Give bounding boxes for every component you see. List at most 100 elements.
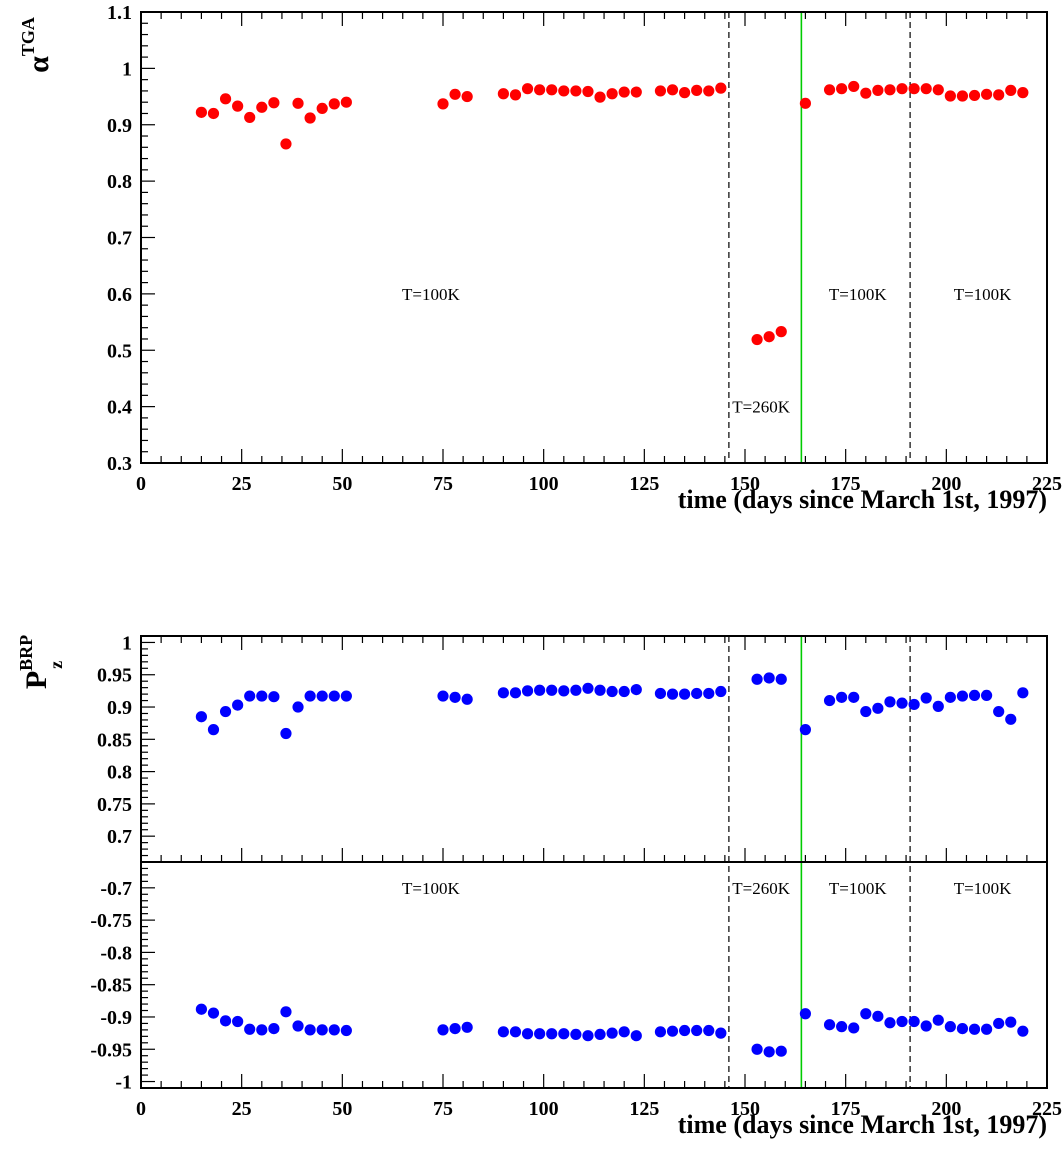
data-point bbox=[232, 699, 244, 711]
data-point bbox=[606, 1027, 618, 1039]
y-tick-label: 0.6 bbox=[107, 284, 132, 306]
data-point bbox=[872, 1010, 884, 1022]
region-label: T=100K bbox=[954, 285, 1012, 304]
bottom-y-axis-main: P bbox=[20, 671, 53, 689]
data-point bbox=[703, 687, 715, 700]
data-point bbox=[304, 112, 316, 124]
data-point bbox=[836, 691, 848, 703]
data-point bbox=[993, 89, 1005, 101]
alpha-tga-panel: T=100K T=260K T=100K T=100K 0.3 0.4 0.5 0.6 0.7… bbox=[18, 2, 1062, 514]
x-tick-label: 75 bbox=[433, 473, 453, 495]
data-point bbox=[799, 724, 812, 736]
bottom-y-tick-labels: 0.7 0.75 0.8 0.85 0.9 0.95 1 -0.7 -0.75 -0.8 -0.85… bbox=[90, 632, 132, 1093]
data-point bbox=[207, 107, 220, 120]
y-tick-label: -0.8 bbox=[100, 942, 132, 964]
x-tick-label: 175 bbox=[831, 1098, 861, 1120]
data-point bbox=[932, 1014, 944, 1026]
top-axis-ticks bbox=[140, 11, 1048, 464]
data-point bbox=[956, 690, 969, 702]
bottom-x-axis-title: time (days since March 1st, 1997) bbox=[678, 1110, 1047, 1139]
top-region-lines bbox=[728, 12, 911, 463]
data-point bbox=[666, 1025, 679, 1037]
y-tick-label: -0.85 bbox=[90, 975, 132, 997]
data-point bbox=[582, 682, 594, 694]
data-point bbox=[981, 689, 993, 702]
y-tick-label: 0.3 bbox=[107, 453, 132, 475]
x-tick-label: 100 bbox=[529, 1098, 559, 1120]
data-point bbox=[860, 87, 872, 99]
data-point bbox=[823, 84, 836, 96]
data-point bbox=[1017, 687, 1029, 699]
data-point bbox=[195, 1003, 207, 1015]
data-point bbox=[449, 1022, 461, 1035]
data-point bbox=[292, 97, 304, 109]
data-point bbox=[775, 673, 787, 685]
y-tick-label: -0.95 bbox=[90, 1039, 132, 1061]
data-point bbox=[497, 687, 509, 699]
data-point bbox=[594, 684, 606, 696]
top-x-axis-title: time (days since March 1st, 1997) bbox=[678, 485, 1047, 514]
y-tick-label: 0.85 bbox=[97, 729, 132, 751]
y-tick-label: 0.4 bbox=[107, 397, 132, 419]
data-point bbox=[1005, 84, 1017, 96]
data-point bbox=[461, 1021, 473, 1033]
data-point bbox=[691, 1024, 703, 1037]
data-point bbox=[679, 87, 691, 99]
data-point bbox=[207, 1007, 220, 1019]
region-label: T=260K bbox=[732, 398, 790, 417]
data-point bbox=[437, 690, 449, 702]
x-tick-label: 50 bbox=[332, 1098, 352, 1120]
data-point bbox=[546, 684, 558, 696]
data-point bbox=[630, 86, 642, 98]
x-tick-label: 150 bbox=[730, 1098, 760, 1120]
data-point bbox=[763, 1046, 775, 1058]
data-point bbox=[896, 1015, 908, 1028]
x-tick-label: 200 bbox=[931, 473, 961, 495]
data-point bbox=[618, 86, 630, 98]
data-point bbox=[654, 85, 667, 97]
x-tick-label: 200 bbox=[931, 1098, 961, 1120]
data-point bbox=[775, 1045, 787, 1057]
data-point bbox=[534, 684, 546, 696]
data-point bbox=[654, 1026, 667, 1038]
y-tick-label: 0.5 bbox=[107, 340, 132, 362]
data-point bbox=[256, 690, 268, 702]
data-point bbox=[606, 685, 618, 698]
y-tick-label: 0.95 bbox=[97, 665, 132, 687]
y-tick-label: -0.7 bbox=[100, 878, 132, 900]
pz-brp-panel: T=100K T=260K T=100K T=100K 0.70.750.80.850… bbox=[16, 632, 1062, 1139]
bottom-x-tick-labels: 0 25 50 75 100 125 150 175 200 225 bbox=[136, 1098, 1062, 1120]
data-point bbox=[207, 724, 220, 736]
y-tick-label: 1 bbox=[122, 632, 132, 654]
data-point bbox=[703, 85, 715, 97]
data-point bbox=[558, 85, 570, 97]
x-tick-label: 0 bbox=[136, 1098, 146, 1120]
data-point bbox=[763, 331, 775, 343]
x-tick-label: 175 bbox=[831, 473, 861, 495]
data-point bbox=[751, 673, 763, 685]
data-point bbox=[521, 685, 534, 697]
data-point bbox=[968, 689, 981, 702]
data-point bbox=[509, 89, 522, 101]
alpha-tga-points bbox=[195, 80, 1029, 346]
x-tick-label: 50 bbox=[332, 473, 352, 495]
data-point bbox=[618, 685, 630, 698]
data-point bbox=[968, 89, 981, 102]
top-plot-frame bbox=[140, 11, 1048, 464]
data-point bbox=[1017, 87, 1029, 99]
data-point bbox=[219, 1015, 232, 1027]
data-point bbox=[679, 1024, 691, 1037]
region-label: T=260K bbox=[732, 879, 790, 898]
data-point bbox=[546, 84, 558, 96]
data-point bbox=[944, 1021, 956, 1033]
region-label: T=100K bbox=[829, 879, 887, 898]
data-point bbox=[1005, 1016, 1017, 1028]
y-tick-label: 0.75 bbox=[97, 794, 132, 816]
data-point bbox=[219, 705, 232, 718]
top-y-axis-main: α bbox=[22, 56, 55, 73]
data-point bbox=[654, 687, 667, 700]
y-tick-label: 0.8 bbox=[107, 762, 132, 784]
data-point bbox=[497, 1026, 509, 1038]
bottom-lower-frame bbox=[140, 861, 1048, 1089]
